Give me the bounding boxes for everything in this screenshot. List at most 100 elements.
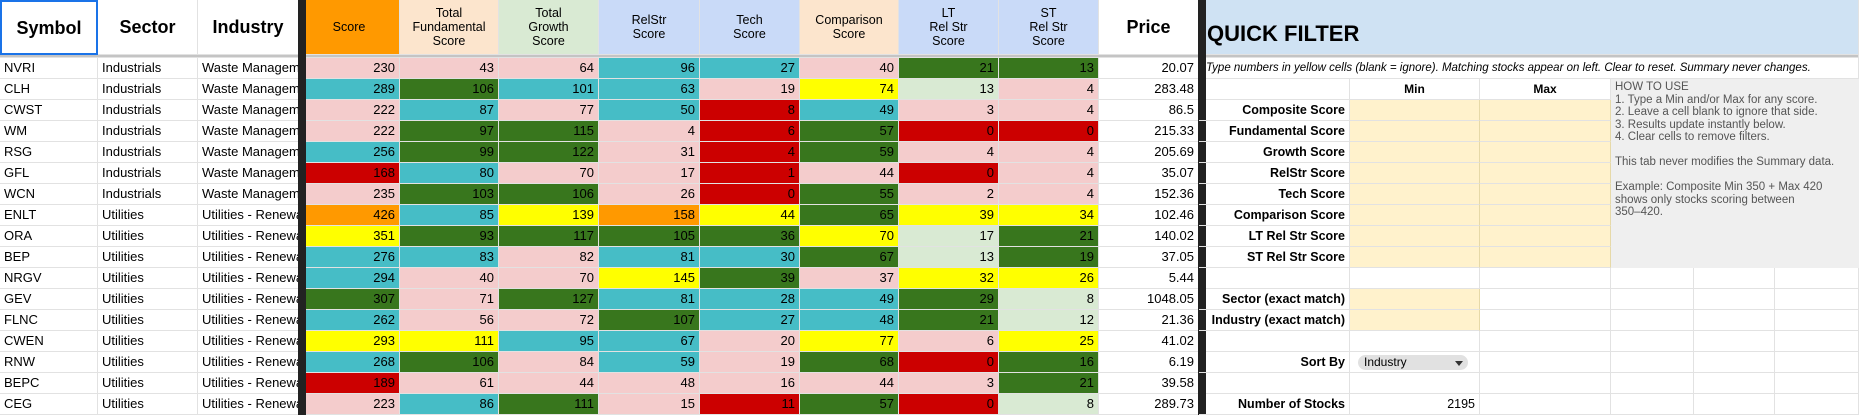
number-cell: 39 (700, 268, 800, 289)
number-cell: 99 (400, 142, 499, 163)
max-input[interactable] (1480, 142, 1611, 163)
max-input[interactable] (1480, 121, 1611, 142)
count-value: 2195 (1350, 394, 1480, 415)
number-cell: 64 (499, 58, 599, 79)
max-input[interactable] (1480, 163, 1611, 184)
number-cell: 19 (700, 79, 800, 100)
max-input[interactable] (1480, 247, 1611, 268)
number-cell: 15 (599, 394, 700, 415)
number-cell: 17 (599, 163, 700, 184)
text-cell: Industrials (98, 121, 198, 142)
min-input[interactable] (1350, 163, 1480, 184)
freeze-divider (298, 0, 306, 415)
filter-label: Sector (exact match) (1199, 289, 1350, 310)
text-cell: Utilities - Renewable (198, 205, 299, 226)
number-cell: 111 (400, 331, 499, 352)
filter-label: RelStr Score (1199, 163, 1350, 184)
text-cell: Utilities (98, 310, 198, 331)
column-header: Total Fundamental Score (400, 0, 499, 55)
grid-cell (1199, 373, 1350, 394)
help-text: 350–420. (1615, 206, 1663, 218)
min-input[interactable] (1350, 142, 1480, 163)
text-cell: Waste Management (198, 163, 299, 184)
number-cell: 39.58 (1099, 373, 1199, 394)
number-cell: 12 (999, 310, 1099, 331)
text-cell: RSG (0, 142, 98, 163)
min-input[interactable] (1350, 247, 1480, 268)
min-header: Min (1350, 79, 1480, 100)
filter-label: Industry (exact match) (1199, 310, 1350, 331)
number-cell: 140.02 (1099, 226, 1199, 247)
number-cell: 262 (299, 310, 400, 331)
number-cell: 67 (599, 331, 700, 352)
number-cell: 85 (400, 205, 499, 226)
grid-cell (1611, 268, 1694, 289)
number-cell: 44 (499, 373, 599, 394)
grid-cell (1775, 373, 1859, 394)
max-input[interactable] (1480, 226, 1611, 247)
filter-label: ST Rel Str Score (1199, 247, 1350, 268)
match-input[interactable] (1350, 310, 1480, 331)
number-cell: 39 (899, 205, 999, 226)
number-cell: 222 (299, 121, 400, 142)
grid-cell (1694, 394, 1775, 415)
help-text: 4. Clear cells to remove filters. (1615, 131, 1770, 143)
grid-cell (1480, 310, 1611, 331)
min-input[interactable] (1350, 100, 1480, 121)
number-cell: 81 (599, 289, 700, 310)
text-cell: Industrials (98, 142, 198, 163)
min-input[interactable] (1350, 226, 1480, 247)
number-cell: 0 (899, 121, 999, 142)
number-cell: 48 (800, 310, 899, 331)
text-cell: GEV (0, 289, 98, 310)
number-cell: 20 (700, 331, 800, 352)
match-input[interactable] (1350, 289, 1480, 310)
grid-cell (1350, 352, 1480, 373)
number-cell: 16 (700, 373, 800, 394)
number-cell: 25 (999, 331, 1099, 352)
text-cell: BEPC (0, 373, 98, 394)
text-cell: Industrials (98, 100, 198, 121)
text-cell: Utilities - Renewable (198, 289, 299, 310)
number-cell: 32 (899, 268, 999, 289)
panel-title: QUICK FILTER (1201, 0, 1859, 55)
text-cell: CWST (0, 100, 98, 121)
number-cell: 19 (999, 247, 1099, 268)
text-cell: Industrials (98, 184, 198, 205)
grid-cell (1775, 310, 1859, 331)
text-cell: Utilities (98, 352, 198, 373)
max-input[interactable] (1480, 100, 1611, 121)
number-cell: 68 (800, 352, 899, 373)
column-header: Tech Score (700, 0, 800, 55)
number-cell: 215.33 (1099, 121, 1199, 142)
number-cell: 86 (400, 394, 499, 415)
text-cell: Industrials (98, 79, 198, 100)
number-cell: 230 (299, 58, 400, 79)
number-cell: 82 (499, 247, 599, 268)
max-input[interactable] (1480, 205, 1611, 226)
text-cell: Utilities (98, 247, 198, 268)
text-cell: Waste Management (198, 58, 299, 79)
filter-label: Composite Score (1199, 100, 1350, 121)
sort-dropdown[interactable]: Industry (1358, 355, 1468, 370)
text-cell: CLH (0, 79, 98, 100)
number-cell: 426 (299, 205, 400, 226)
number-cell: 80 (400, 163, 499, 184)
text-cell: Utilities - Renewable (198, 226, 299, 247)
number-cell: 72 (499, 310, 599, 331)
min-input[interactable] (1350, 121, 1480, 142)
min-input[interactable] (1350, 184, 1480, 205)
number-cell: 276 (299, 247, 400, 268)
number-cell: 6 (700, 121, 800, 142)
grid-cell (1350, 268, 1480, 289)
text-cell: ENLT (0, 205, 98, 226)
grid-cell (1480, 331, 1611, 352)
grid-cell (1775, 331, 1859, 352)
number-cell: 107 (599, 310, 700, 331)
number-cell: 35.07 (1099, 163, 1199, 184)
number-cell: 44 (700, 205, 800, 226)
number-cell: 115 (499, 121, 599, 142)
min-input[interactable] (1350, 205, 1480, 226)
number-cell: 21 (899, 58, 999, 79)
max-input[interactable] (1480, 184, 1611, 205)
